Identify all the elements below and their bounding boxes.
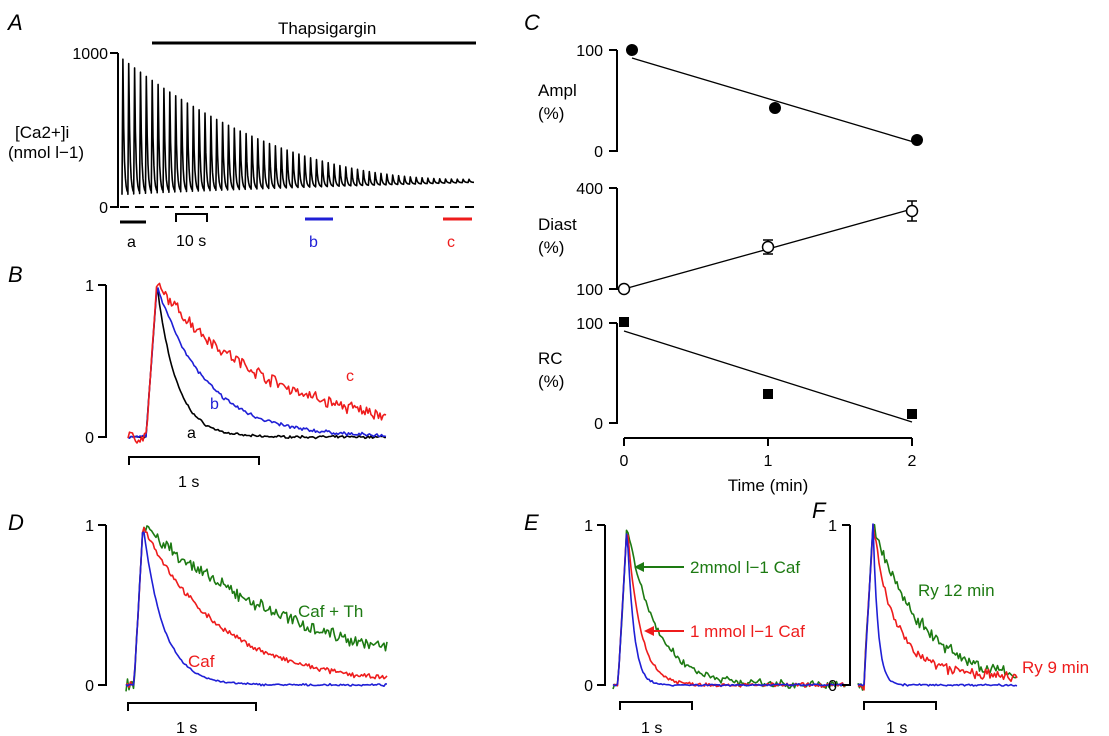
panel-c-rc-point bbox=[763, 389, 773, 399]
panel-e-time-scale-label: 1 s bbox=[641, 720, 662, 736]
panel-c-diast-ylabel: Diast bbox=[538, 215, 577, 234]
panel-a-calcium-trace bbox=[121, 58, 474, 195]
panel-c-xtick-label: 2 bbox=[908, 453, 917, 470]
panel-e-ytick-label: 1 bbox=[584, 518, 593, 535]
panel-label-e: E bbox=[524, 510, 539, 535]
panel-d-time-scale-label: 1 s bbox=[176, 720, 197, 736]
panel-b-ytick-label: 0 bbox=[85, 430, 94, 447]
panel-f-ytick-label: 0 bbox=[828, 678, 837, 695]
segment-label-c: c bbox=[447, 234, 455, 251]
panel-f-trace-ry-12 bbox=[857, 523, 1018, 691]
panel-c-diast-ytick-label: 400 bbox=[576, 181, 603, 198]
panel-a-ytick-label: 0 bbox=[99, 200, 108, 217]
panel-b-trace-c bbox=[127, 282, 387, 444]
panel-b-series-label-a: a bbox=[187, 425, 196, 442]
panel-c-diast-point bbox=[905, 204, 919, 218]
panel-label-b: B bbox=[8, 262, 23, 287]
panel-d-trace-control bbox=[125, 531, 388, 687]
panel-c: 100 0 Ampl (%) 400 100 Diast (%) 100 0 R… bbox=[538, 43, 923, 495]
panel-b-series-label-c: c bbox=[346, 368, 354, 385]
panel-b-series-label-b: b bbox=[210, 396, 219, 413]
panel-c-ampl-point bbox=[911, 134, 923, 146]
panel-e-trace-2mm-caf bbox=[612, 529, 846, 690]
panel-a-ytick-label: 1000 bbox=[72, 46, 108, 63]
panel-d-time-scale-bar bbox=[127, 702, 257, 711]
panel-d-trace-caf bbox=[125, 526, 388, 688]
panel-f-trace-ry-9 bbox=[857, 523, 1018, 691]
panel-c-ampl-fit-line bbox=[631, 57, 918, 144]
panel-f-series-label-ry-12: Ry 12 min bbox=[918, 581, 995, 600]
panel-d-ytick-label: 1 bbox=[85, 518, 94, 535]
drug-label: Thapsigargin bbox=[278, 19, 376, 38]
panel-f-series-label-ry-9: Ry 9 min bbox=[1022, 658, 1089, 677]
panel-b-time-scale-label: 1 s bbox=[178, 474, 199, 491]
panel-d-series-label-caf-th: Caf + Th bbox=[298, 602, 363, 621]
panel-e-time-scale-bar bbox=[619, 701, 693, 710]
panel-b-ytick-label: 1 bbox=[85, 278, 94, 295]
panel-f-time-scale-bar bbox=[863, 701, 937, 710]
panel-c-rc-point bbox=[907, 409, 917, 419]
panel-c-xtick-label: 1 bbox=[764, 453, 773, 470]
panel-c-rc-ytick-label: 100 bbox=[576, 316, 603, 333]
panel-b: 1 0 c b a 1 s bbox=[85, 278, 387, 491]
panel-c-ampl-ylabel: Ampl bbox=[538, 81, 577, 100]
panel-f: 1 0 Ry 12 min Ry 9 min 1 s bbox=[828, 518, 1089, 736]
panel-e: 1 0 2mmol l−1 Caf 1 mmol l−1 Caf 1 s bbox=[584, 518, 847, 736]
panel-c-ampl-point bbox=[769, 102, 781, 114]
panel-d: 1 0 Caf + Th Caf 1 s bbox=[85, 518, 388, 736]
panel-d-series-label-caf: Caf bbox=[188, 652, 215, 671]
panel-e-series-label-1mm-caf: 1 mmol l−1 Caf bbox=[690, 622, 805, 641]
panel-c-rc-ytick-label: 0 bbox=[594, 416, 603, 433]
panel-e-series-label-2mm-caf: 2mmol l−1 Caf bbox=[690, 558, 800, 577]
segment-label-a: a bbox=[127, 234, 136, 251]
panel-c-ampl-point bbox=[626, 44, 638, 56]
time-scale-label-10s: 10 s bbox=[176, 233, 206, 250]
panel-a-ylabel-line2: (nmol l−1) bbox=[8, 143, 84, 162]
panel-c-ampl-ytick-label: 100 bbox=[576, 43, 603, 60]
panel-label-f: F bbox=[812, 498, 827, 523]
panel-e-ytick-label: 0 bbox=[584, 678, 593, 695]
panel-a-ylabel-line1: [Ca2+]i bbox=[15, 123, 69, 142]
panel-f-trace-control bbox=[857, 523, 1018, 687]
panel-c-ampl-ylabel-unit: (%) bbox=[538, 104, 564, 123]
panel-c-xtick-label: 0 bbox=[620, 453, 629, 470]
panel-c-ampl-ytick-label: 0 bbox=[594, 144, 603, 161]
panel-c-diast-ytick-label: 100 bbox=[576, 282, 603, 299]
panel-label-c: C bbox=[524, 10, 540, 35]
panel-c-xlabel: Time (min) bbox=[728, 476, 809, 495]
panel-e-arrowhead-2mm bbox=[634, 562, 644, 572]
panel-c-diast-point bbox=[761, 240, 775, 254]
panel-e-trace-control bbox=[612, 533, 846, 687]
panel-b-time-scale-bar bbox=[128, 456, 260, 465]
panel-c-rc-ylabel-unit: (%) bbox=[538, 372, 564, 391]
panel-label-a: A bbox=[6, 10, 23, 35]
panel-c-rc-ylabel: RC bbox=[538, 349, 563, 368]
panel-f-time-scale-label: 1 s bbox=[886, 720, 907, 736]
panel-b-trace-a bbox=[127, 290, 386, 440]
panel-c-diast-ylabel-unit: (%) bbox=[538, 238, 564, 257]
panel-f-ytick-label: 1 bbox=[828, 518, 837, 535]
panel-a: Thapsigargin [Ca2+]i (nmol l−1) 1000 0 a… bbox=[8, 19, 476, 251]
panel-label-d: D bbox=[8, 510, 24, 535]
panel-b-trace-b bbox=[127, 287, 387, 439]
panel-d-trace-caf-th bbox=[125, 525, 388, 692]
segment-label-b: b bbox=[309, 234, 318, 251]
time-scale-bar-10s bbox=[175, 213, 208, 222]
panel-c-diast-point bbox=[617, 282, 631, 296]
panel-c-rc-fit-line bbox=[623, 330, 913, 423]
panel-d-ytick-label: 0 bbox=[85, 678, 94, 695]
panel-e-arrowhead-1mm bbox=[644, 626, 654, 636]
panel-c-rc-point bbox=[619, 317, 629, 327]
